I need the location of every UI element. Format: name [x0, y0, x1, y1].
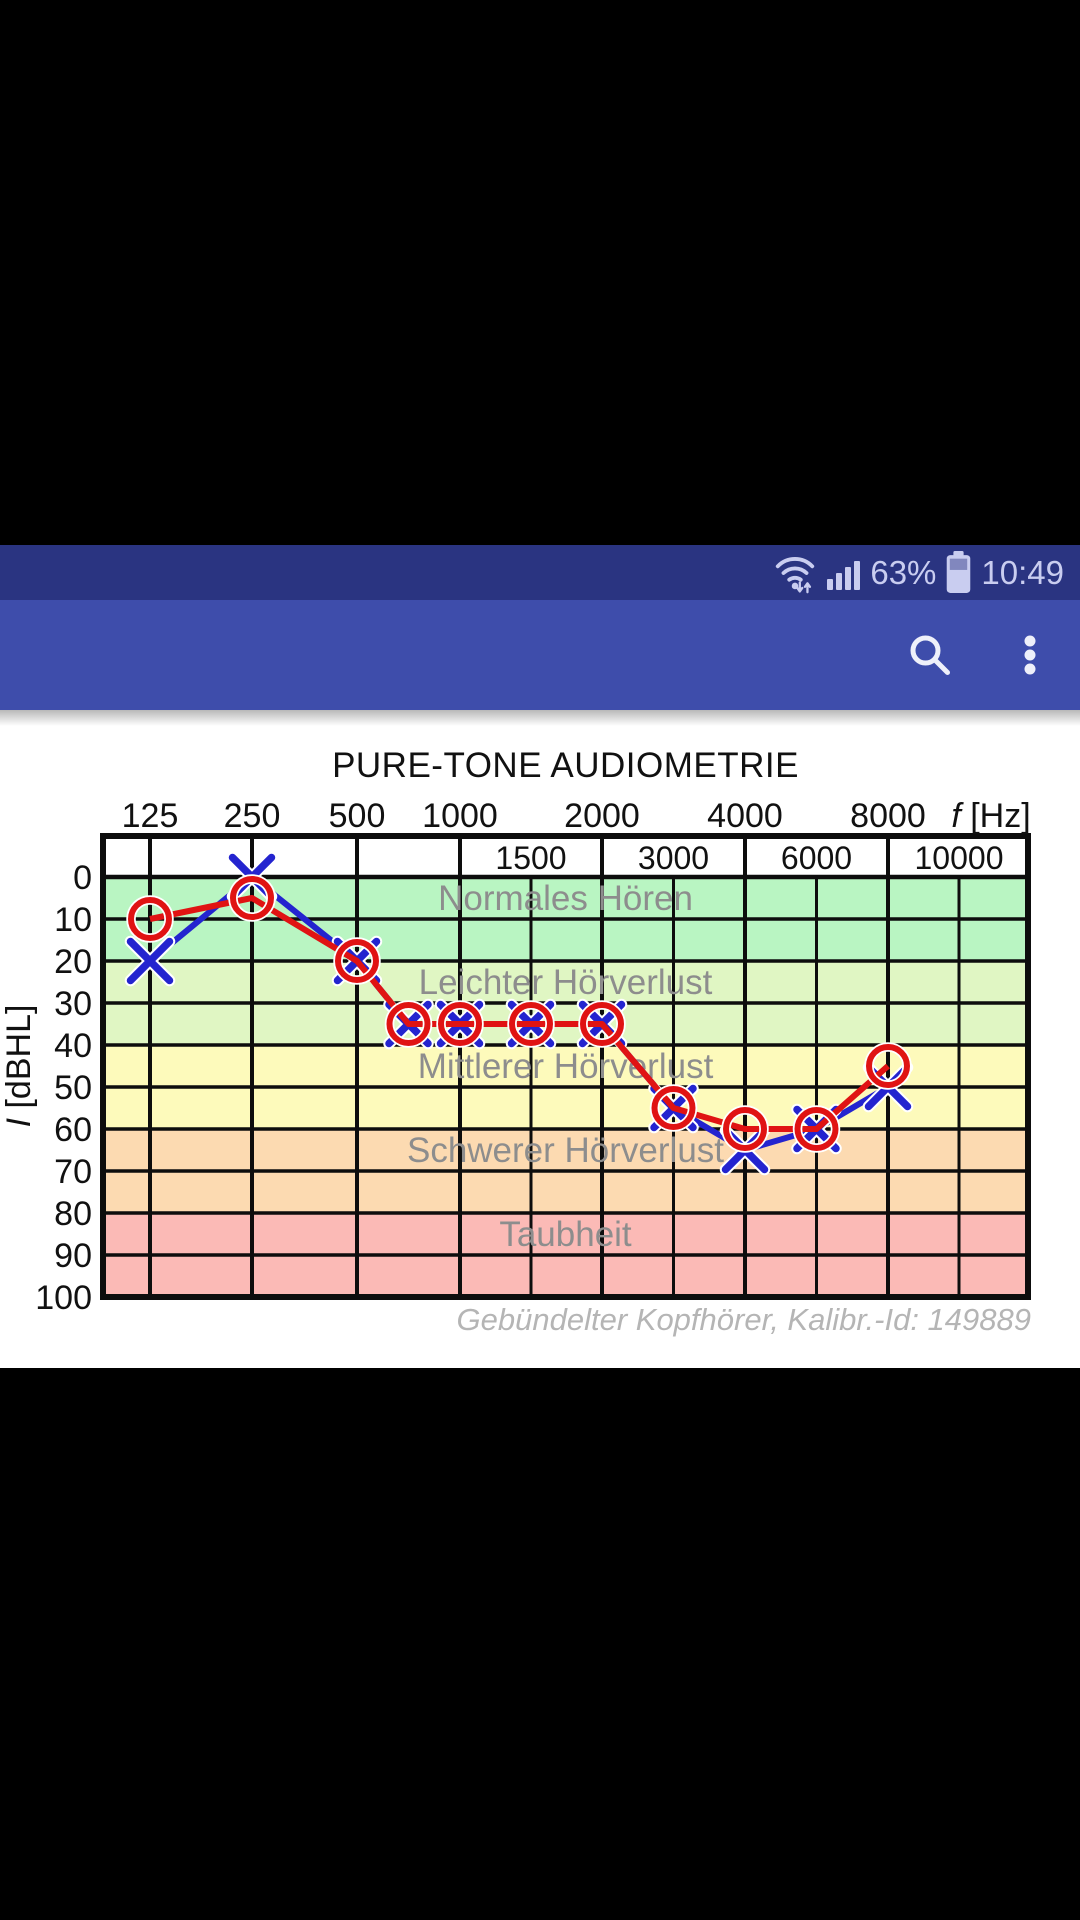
search-icon	[910, 635, 950, 675]
wifi-icon	[776, 556, 815, 593]
clock-text: 10:49	[981, 554, 1064, 591]
status-bar: 63% 10:49	[0, 545, 1080, 600]
overflow-menu-icon	[1024, 635, 1036, 675]
audiogram-panel: PURE-TONE AUDIOMETRIE Gebündelter Kopfhö…	[0, 710, 1080, 1368]
app-bar	[0, 600, 1080, 710]
battery-percent-text: 63%	[870, 554, 937, 591]
signal-strength-icon	[827, 560, 861, 590]
overflow-menu-button[interactable]	[1006, 631, 1054, 679]
battery-icon	[947, 551, 971, 593]
chart-title: PURE-TONE AUDIOMETRIE	[332, 746, 799, 785]
calibration-note: Gebündelter Kopfhörer, Kalibr.-Id: 14988…	[456, 1302, 1031, 1337]
search-button[interactable]	[906, 631, 954, 679]
